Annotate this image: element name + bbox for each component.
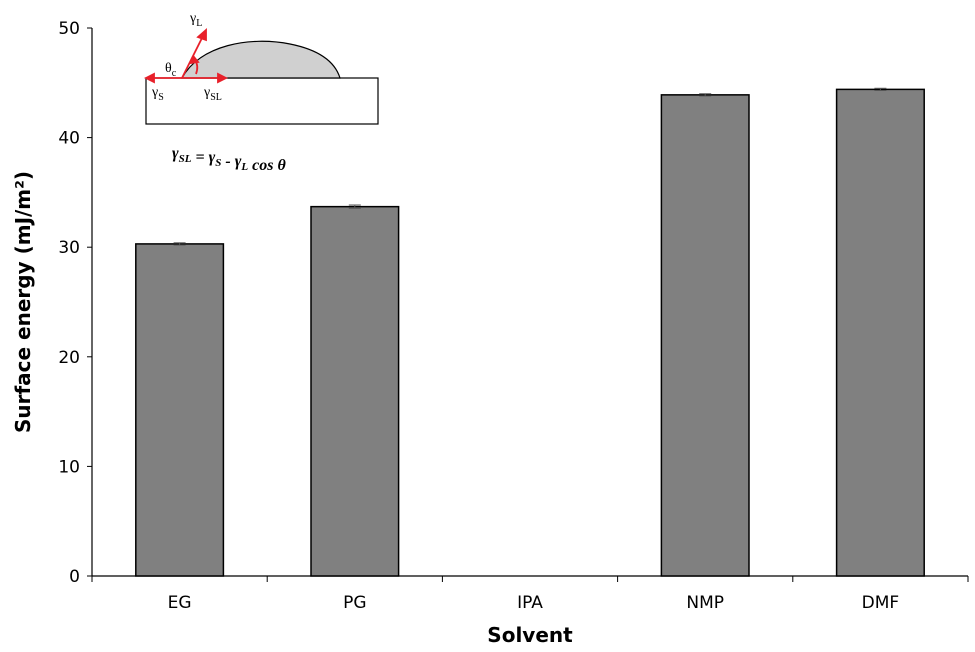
- x-axis-title: Solvent: [487, 623, 573, 647]
- text-part: γ: [172, 145, 179, 162]
- y-axis-title: Surface energy (mJ/m²): [11, 171, 35, 433]
- x-tick-label: NMP: [686, 593, 724, 613]
- inset-equation: γSL = γS - γL cos θ: [172, 145, 286, 174]
- subscript: L: [196, 18, 202, 29]
- text-part: γ: [203, 85, 210, 100]
- droplet: [180, 40, 341, 79]
- error-bar: [348, 204, 361, 209]
- substrate: [145, 77, 379, 125]
- x-tick-label: DMF: [862, 593, 900, 613]
- bar: [660, 94, 750, 577]
- x-tick-label: PG: [343, 593, 366, 613]
- x-tick-label: IPA: [517, 593, 543, 613]
- x-tick-label: EG: [168, 593, 192, 613]
- bar: [835, 88, 925, 577]
- y-tick-label: 0: [69, 567, 80, 587]
- text-part: θ: [165, 61, 172, 76]
- y-tick-label: 50: [58, 19, 80, 39]
- text-part: γ: [189, 11, 196, 26]
- error-bar: [699, 93, 712, 97]
- force-arrows: [143, 28, 229, 84]
- text-part: = γ: [192, 149, 216, 166]
- subscript: SL: [210, 92, 222, 103]
- y-tick-label: 10: [58, 457, 80, 477]
- subscript: S: [158, 92, 164, 103]
- error-bar: [173, 242, 186, 246]
- error-bar: [874, 87, 887, 91]
- inset-label: γS: [151, 85, 164, 103]
- subscript: L: [240, 161, 248, 173]
- subscript: c: [172, 68, 177, 79]
- inset-label: γSL: [203, 85, 222, 103]
- y-tick-label: 40: [58, 129, 80, 149]
- y-tick-label: 30: [58, 238, 80, 258]
- subscript: S: [215, 157, 221, 169]
- bar: [310, 205, 400, 577]
- y-tick-label: 20: [58, 348, 80, 368]
- text-part: γ: [151, 85, 158, 100]
- inset-label: θc: [165, 61, 177, 79]
- bar: [135, 243, 225, 577]
- subscript: SL: [179, 153, 192, 165]
- inset-label: γL: [189, 11, 202, 29]
- inset: [143, 28, 379, 125]
- text-part: - γ: [221, 153, 241, 170]
- text-part: cos θ: [248, 157, 286, 174]
